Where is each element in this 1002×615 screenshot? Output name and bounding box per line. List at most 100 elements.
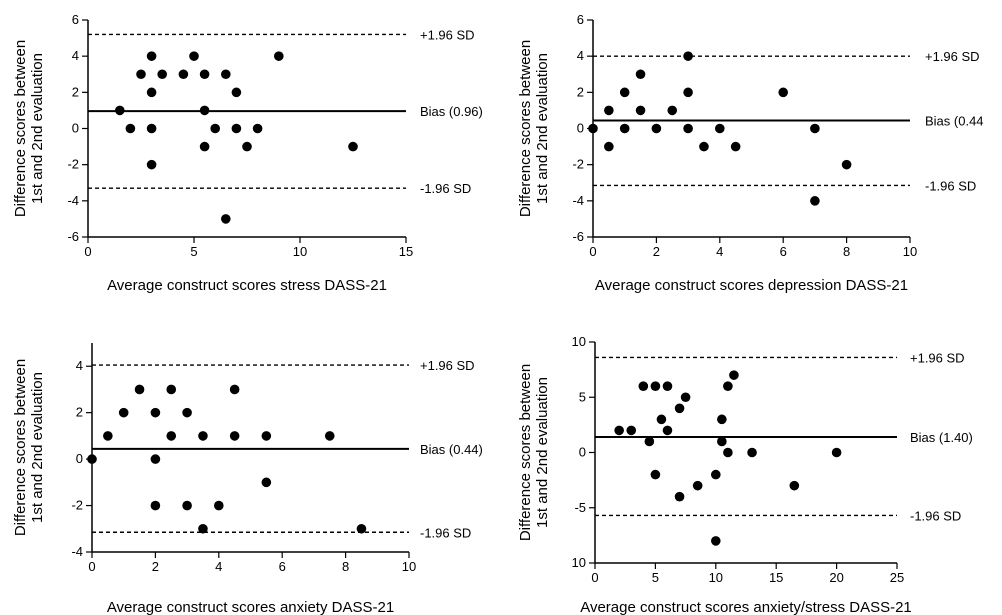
x-tick-label: 6	[780, 244, 787, 259]
data-point	[125, 123, 136, 134]
data-point	[199, 69, 210, 80]
data-point	[723, 447, 733, 458]
data-point	[747, 447, 757, 458]
data-point	[199, 141, 210, 152]
data-point	[178, 69, 189, 80]
y-tick-label: 2	[76, 405, 83, 420]
x-tick-label: 2	[653, 244, 660, 259]
data-point	[118, 407, 129, 418]
y-tick-label: 10	[572, 334, 586, 349]
y-axis-label-line: 1st and 2nd evaluation	[29, 372, 46, 523]
lower-limit-label: -1.96 SD	[420, 525, 471, 540]
data-point	[231, 87, 242, 98]
y-axis-label: Difference scores between1st and 2nd eva…	[12, 40, 46, 217]
chart-panel-2: -6 -4 -2 0 2 4 6 0 2 4 6 8 10 +1.96 SD Bias (0.44 -1.96…	[517, 12, 984, 294]
data-point	[150, 454, 161, 464]
data-point	[810, 123, 820, 134]
x-tick-label: 4	[716, 244, 723, 259]
data-point	[348, 141, 358, 152]
x-tick-label: 0	[591, 570, 598, 585]
data-point	[683, 123, 693, 134]
data-point	[662, 425, 673, 436]
data-point	[711, 469, 721, 480]
y-axis-label: Difference scores between1st and 2nd eva…	[517, 40, 551, 217]
y-tick-label: -2	[67, 157, 79, 172]
upper-limit-label: +1.96 SD	[910, 350, 965, 365]
y-axis-label: Difference scores between1st and 2nd eva…	[12, 359, 46, 536]
data-point	[166, 431, 177, 441]
x-tick-label: 5	[190, 244, 197, 259]
data-point	[650, 381, 661, 392]
data-point	[198, 523, 208, 534]
y-axis-label-line: Difference scores between	[517, 40, 534, 217]
data-point	[252, 123, 263, 134]
data-point	[717, 436, 727, 447]
data-point	[674, 491, 685, 502]
y-axis-label-line: Difference scores between	[517, 364, 534, 541]
y-axis-label-line: 1st and 2nd evaluation	[29, 53, 46, 204]
y-tick-label: 2	[577, 84, 584, 99]
x-tick-label: 6	[279, 559, 286, 574]
x-axis-label: Average construct scores anxiety DASS-21	[107, 599, 394, 615]
data-point	[717, 414, 727, 425]
y-tick-label: 0	[579, 445, 586, 460]
data-point	[619, 123, 630, 134]
data-point	[656, 414, 667, 425]
data-point	[214, 500, 224, 511]
data-point	[831, 447, 842, 458]
data-point	[103, 431, 113, 441]
data-point	[588, 123, 598, 134]
data-point	[723, 381, 733, 392]
data-point	[146, 87, 157, 98]
x-tick-label: 10	[709, 570, 723, 585]
data-point	[150, 500, 161, 511]
data-point	[683, 87, 693, 98]
x-tick-label: 0	[88, 559, 95, 574]
data-point	[199, 105, 210, 116]
data-point	[210, 123, 220, 134]
x-axis-label: Average construct scores depression DASS…	[595, 277, 908, 294]
data-point	[274, 51, 284, 61]
y-tick-label: -6	[67, 229, 79, 244]
data-point	[604, 141, 614, 152]
x-tick-label: 20	[829, 570, 843, 585]
chart-panel-3: -4 -2 0 2 4 0 2 4 6 8 10 +1.96 SD Bias (0.44) -1.96 S…	[12, 343, 483, 615]
x-tick-label: 2	[152, 559, 159, 574]
x-tick-label: 25	[890, 570, 904, 585]
y-tick-label: 4	[76, 358, 83, 373]
data-point	[146, 159, 157, 170]
data-point	[651, 123, 662, 134]
data-point	[841, 159, 852, 170]
upper-limit-label: +1.96 SD	[420, 358, 475, 373]
data-point	[715, 123, 725, 134]
data-point	[157, 69, 167, 80]
x-tick-label: 10	[293, 244, 307, 259]
data-point	[619, 87, 630, 98]
data-point	[789, 480, 800, 491]
data-point	[136, 69, 146, 80]
data-point	[182, 500, 192, 511]
data-point	[221, 69, 231, 80]
data-point	[635, 105, 646, 116]
upper-limit-label: +1.96 SD	[925, 49, 980, 64]
data-point	[134, 384, 145, 395]
data-point	[242, 141, 252, 152]
data-point	[146, 123, 157, 134]
data-point	[150, 407, 161, 418]
x-tick-label: 10	[903, 244, 917, 259]
chart-panel-4: 10 -5 0 5 10 0 5 10 15 20 25 +1.96 SD Bias (1.40) -1.…	[517, 334, 973, 615]
data-point	[87, 454, 97, 464]
y-tick-label: -6	[572, 229, 584, 244]
x-tick-label: 0	[589, 244, 596, 259]
data-point	[667, 105, 678, 116]
y-tick-label: -4	[572, 193, 584, 208]
data-point	[626, 425, 637, 436]
x-tick-label: 15	[769, 570, 783, 585]
y-tick-label: -2	[71, 498, 83, 513]
y-tick-label: -4	[67, 193, 79, 208]
bias-label: Bias (1.40)	[910, 430, 973, 445]
data-point	[115, 105, 125, 116]
data-point	[635, 69, 646, 80]
y-tick-label: 10	[572, 555, 586, 570]
